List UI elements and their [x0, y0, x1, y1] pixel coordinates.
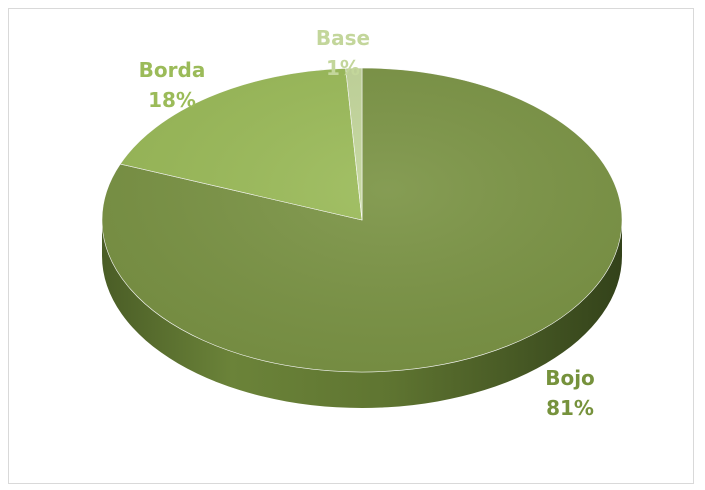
data-label-base-percent: 1%: [326, 56, 360, 80]
data-label-bojo-percent: 81%: [546, 396, 594, 420]
data-label-base-name: Base: [316, 26, 370, 50]
data-label-bojo-name: Bojo: [545, 366, 595, 390]
data-label-borda-name: Borda: [139, 58, 206, 82]
pie-labels: Bojo 81% Borda 18% Base 1%: [139, 26, 595, 420]
data-label-borda-percent: 18%: [148, 88, 196, 112]
pie-top: [101, 67, 623, 373]
